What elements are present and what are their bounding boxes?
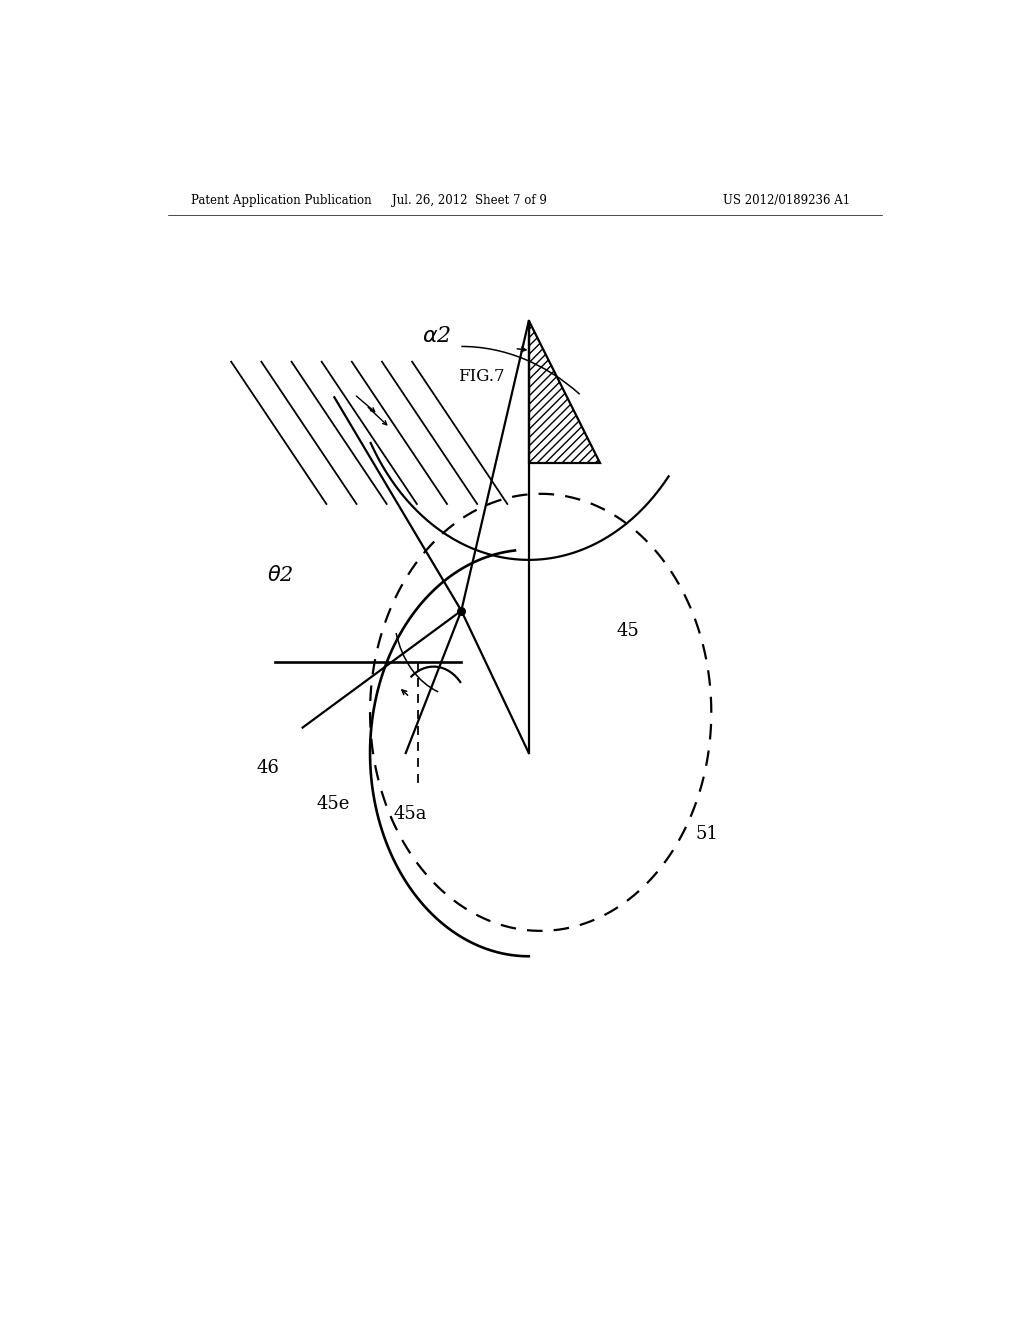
Text: 45e: 45e: [316, 795, 350, 813]
Text: FIG.7: FIG.7: [458, 368, 505, 385]
Text: Jul. 26, 2012  Sheet 7 of 9: Jul. 26, 2012 Sheet 7 of 9: [392, 194, 547, 206]
Text: Patent Application Publication: Patent Application Publication: [191, 194, 372, 206]
Text: 51: 51: [695, 825, 718, 843]
Text: 45: 45: [616, 622, 639, 640]
Text: US 2012/0189236 A1: US 2012/0189236 A1: [723, 194, 850, 206]
Text: 46: 46: [257, 759, 280, 777]
Text: 45a: 45a: [394, 805, 427, 822]
Text: $\theta$2: $\theta$2: [267, 565, 294, 585]
Text: $\alpha$2: $\alpha$2: [422, 325, 452, 347]
